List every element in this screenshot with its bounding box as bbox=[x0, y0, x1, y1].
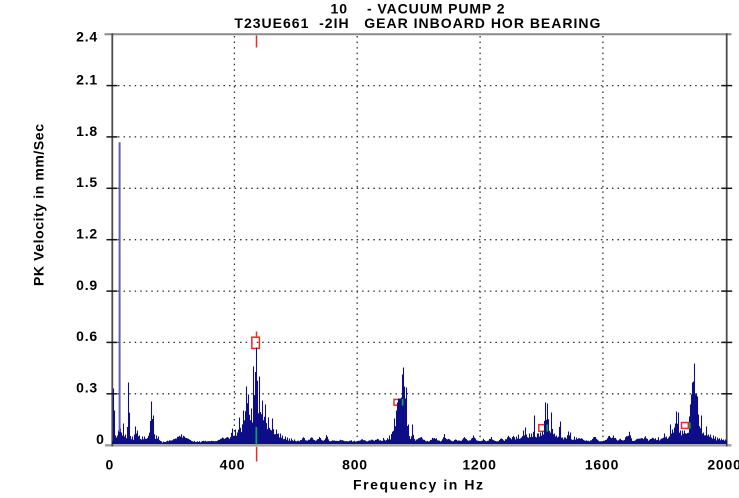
svg-text:0.3: 0.3 bbox=[76, 380, 98, 396]
svg-text:2000: 2000 bbox=[707, 457, 739, 473]
svg-text:0.6: 0.6 bbox=[76, 328, 98, 344]
svg-text:2.4: 2.4 bbox=[76, 28, 98, 44]
svg-text:1.8: 1.8 bbox=[76, 123, 98, 139]
svg-text:1600: 1600 bbox=[585, 457, 619, 473]
svg-text:1.5: 1.5 bbox=[76, 174, 98, 190]
svg-text:PK Velocity in mm/Sec: PK Velocity in mm/Sec bbox=[31, 124, 47, 286]
svg-text:1200: 1200 bbox=[462, 457, 496, 473]
svg-text:0: 0 bbox=[106, 457, 115, 473]
svg-text:T23UE661 -2IH GEAR INBOARD: T23UE661 -2IH GEAR INBOARD HOR BEARING bbox=[234, 15, 600, 31]
svg-text:10 - VACUUM PUMP 2: 10 - VACUUM PUMP 2 bbox=[331, 1, 505, 17]
svg-text:1.2: 1.2 bbox=[76, 226, 98, 242]
svg-text:0.9: 0.9 bbox=[76, 277, 98, 293]
svg-text:2.1: 2.1 bbox=[76, 71, 98, 87]
svg-text:800: 800 bbox=[342, 457, 368, 473]
svg-text:0: 0 bbox=[96, 431, 105, 447]
svg-text:400: 400 bbox=[220, 457, 246, 473]
